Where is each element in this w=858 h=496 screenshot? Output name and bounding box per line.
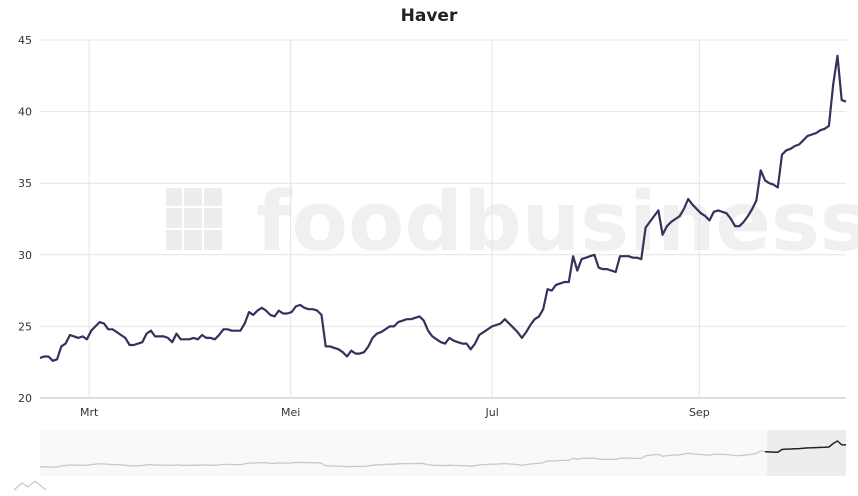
navigator-background	[40, 430, 846, 476]
watermark-text: foodbusiness	[256, 175, 858, 270]
x-tick-label: Mrt	[80, 406, 99, 419]
watermark-logo-icon	[166, 188, 222, 250]
y-tick-label: 40	[18, 106, 32, 119]
y-tick-label: 25	[18, 320, 32, 333]
navigator-mountain-icon	[13, 480, 47, 491]
series-layer	[39, 54, 847, 362]
x-tick-label: Mei	[281, 406, 300, 419]
y-tick-label: 20	[18, 392, 32, 405]
y-tick-label: 45	[18, 34, 32, 47]
navigator-series	[39, 440, 847, 468]
navigator-selection[interactable]	[767, 430, 846, 476]
x-tick-label: Jul	[485, 406, 499, 419]
navigator-line-selected	[764, 440, 847, 454]
axis-ticks: 20 25 30 35 40 45 Mrt Mei Jul Sep	[18, 34, 710, 419]
chart-title: Haver	[401, 6, 458, 26]
watermark: foodbusiness	[166, 175, 858, 270]
series-line	[39, 54, 847, 362]
grid	[40, 39, 846, 399]
y-tick-label: 35	[18, 177, 32, 190]
y-tick-label: 30	[18, 249, 32, 262]
navigator-line	[39, 450, 766, 468]
x-tick-label: Sep	[689, 406, 710, 419]
navigator[interactable]	[13, 430, 847, 491]
